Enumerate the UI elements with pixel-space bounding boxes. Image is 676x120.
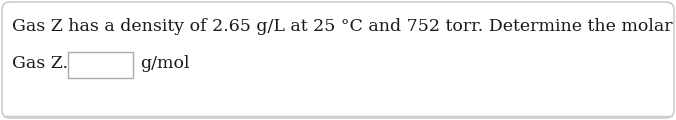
FancyBboxPatch shape bbox=[2, 2, 674, 118]
Text: g/mol: g/mol bbox=[140, 55, 189, 72]
Bar bbox=[68, 52, 133, 78]
Text: Gas Z.: Gas Z. bbox=[12, 55, 68, 72]
Text: Gas Z has a density of 2.65 g/L at 25 °C and 752 torr. Determine the molar mass : Gas Z has a density of 2.65 g/L at 25 °C… bbox=[12, 18, 676, 35]
